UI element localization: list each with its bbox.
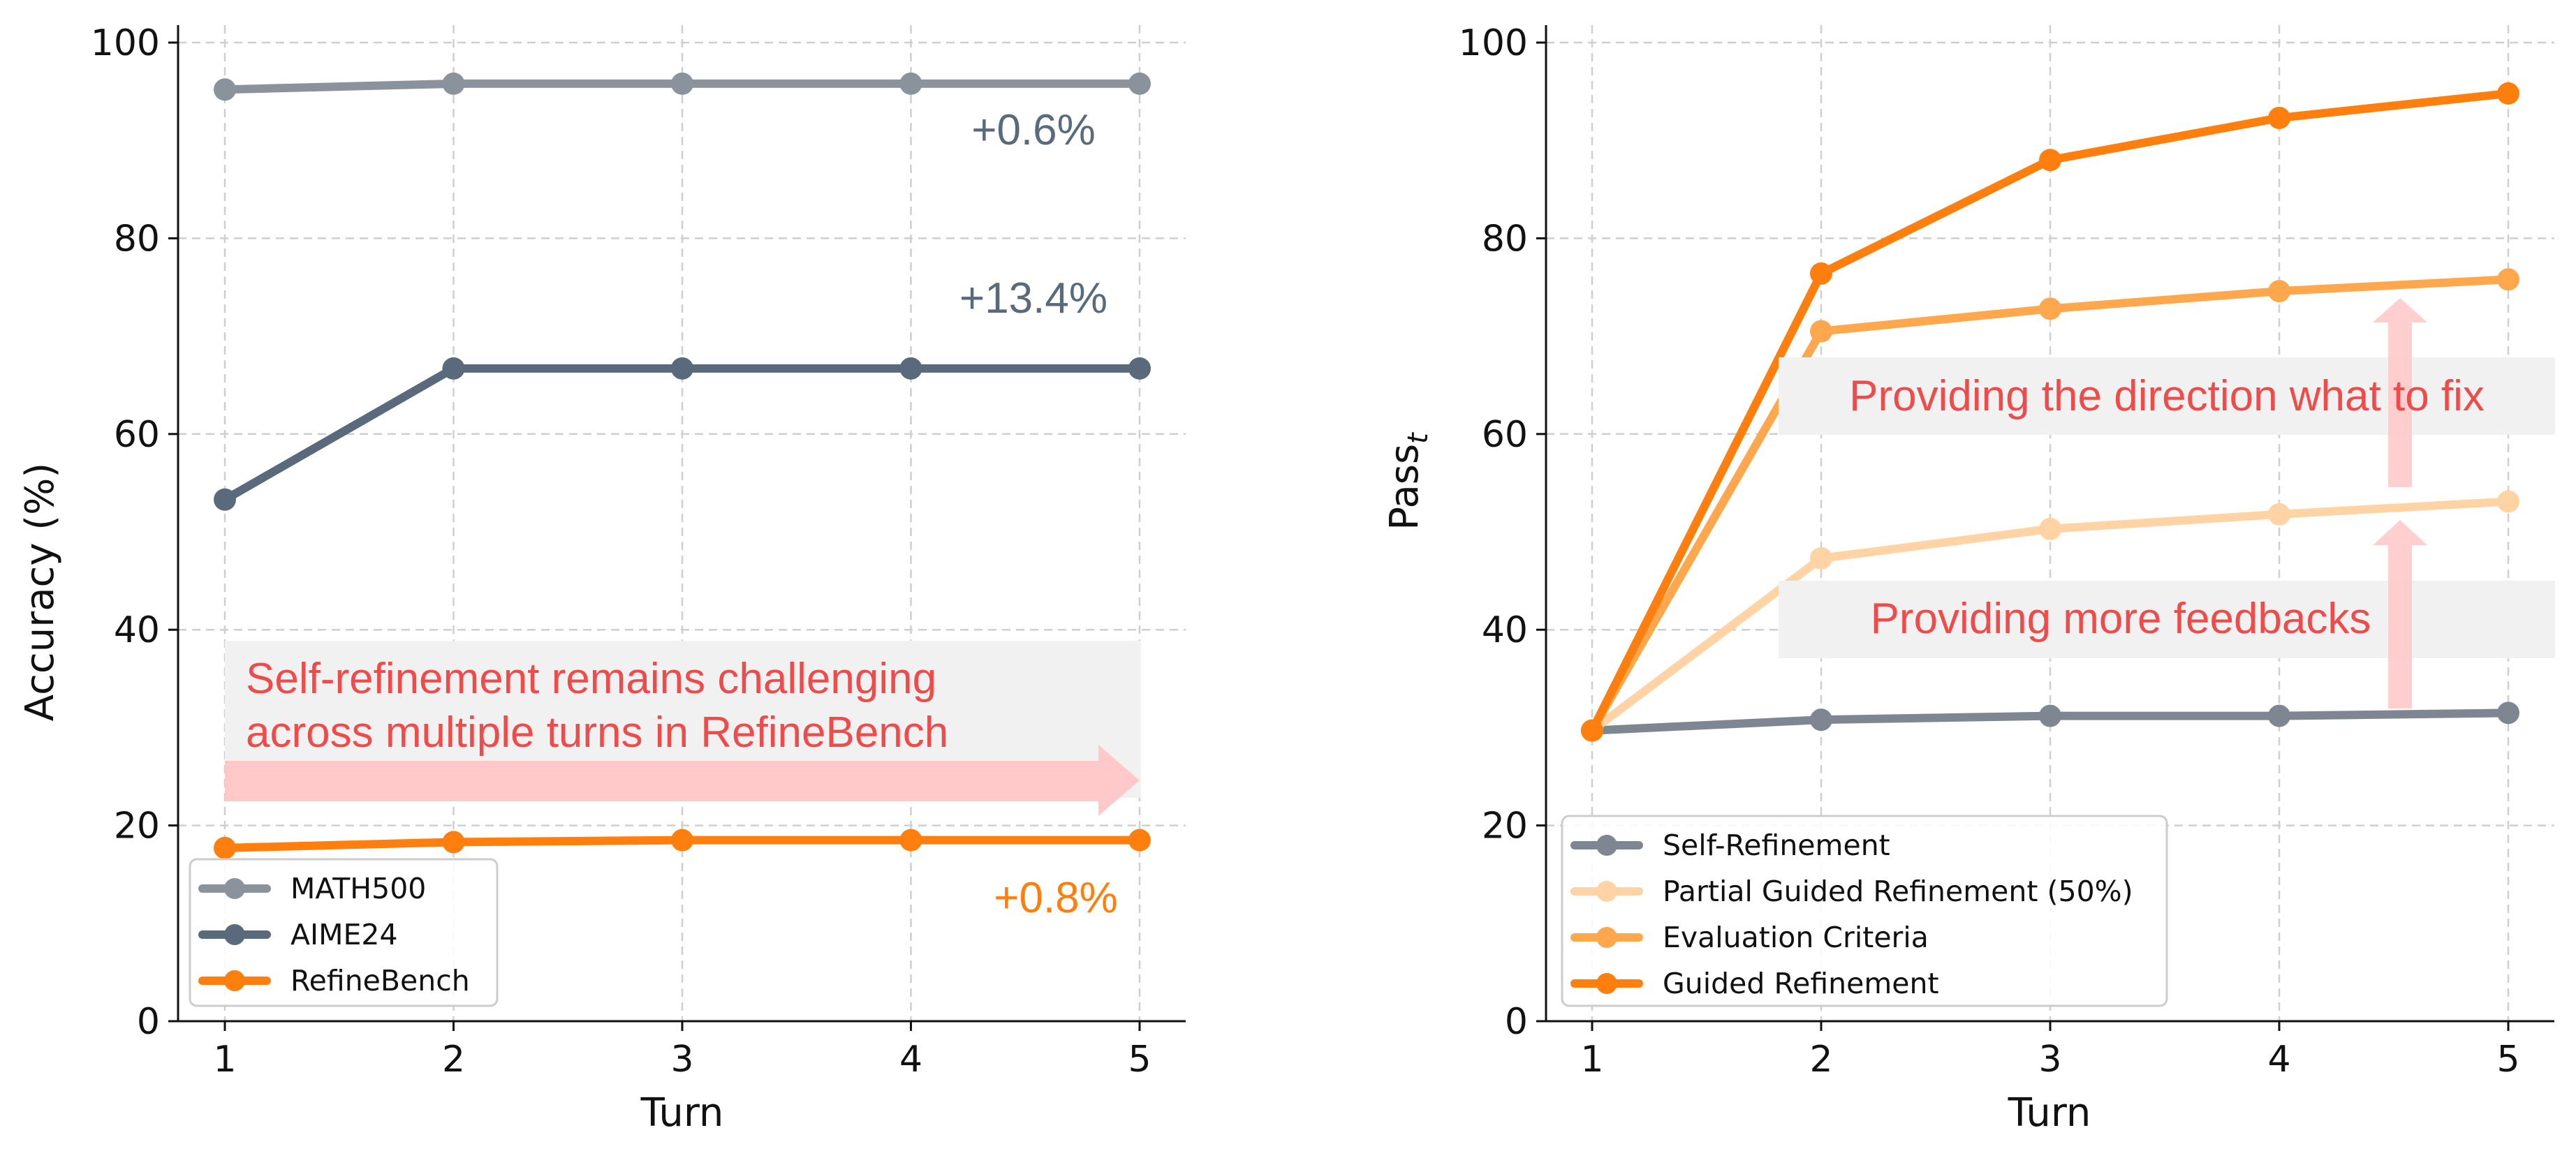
right-axes: 1 2 3 4 5 0 20 40 60 80 100 (1459, 22, 2554, 1081)
right-chart: 1 2 3 4 5 0 20 40 60 80 100 Providing the directio… (1382, 22, 2555, 1136)
left-annot-refinebench-gain: +0.8% (994, 874, 1118, 922)
right-legend-marker-guided-refinement (1596, 973, 1617, 994)
left-x-tick-label-1: 1 (213, 1039, 236, 1081)
right-legend: Self-Refinement Partial Guided Refinement… (1561, 815, 2168, 1007)
right-point-evaluation-criteria-2 (1810, 320, 1832, 343)
left-annotation-arrow (225, 745, 1140, 816)
right-y-axis-label-main: Pass (1382, 444, 1427, 530)
right-point-guided-refinement-1 (1581, 719, 1603, 742)
right-series-group (1581, 82, 2519, 742)
left-legend-label-math500: MATH500 (290, 872, 426, 905)
right-point-self-refinement-3 (2039, 704, 2061, 727)
left-x-tick-label-5: 5 (1128, 1039, 1151, 1081)
right-point-evaluation-criteria-4 (2268, 280, 2290, 303)
right-annot-direction-box (1779, 357, 2555, 435)
right-x-tick-label-2: 2 (1809, 1039, 1832, 1081)
right-legend-label-partial-guided-refinement-50: Partial Guided Refinement (50%) (1663, 875, 2133, 908)
right-point-evaluation-criteria-3 (2039, 297, 2061, 320)
left-point-refinebench-4 (899, 829, 922, 852)
left-point-aime24-3 (671, 357, 693, 380)
right-x-tick-label-4: 4 (2267, 1039, 2290, 1081)
right-arrow-lower (2373, 520, 2427, 708)
left-legend-label-aime24: AIME24 (290, 918, 398, 951)
right-x-axis-label: Turn (2008, 1090, 2091, 1136)
left-y-tick-label-100: 100 (91, 22, 160, 64)
left-legend-marker-math500 (224, 878, 245, 899)
left-point-math500-3 (671, 72, 693, 95)
right-annot-feedback-text: Providing more feedbacks (1871, 595, 2371, 643)
right-point-guided-refinement-5 (2497, 82, 2519, 105)
left-legend-frame (189, 858, 499, 1007)
right-legend-label-self-refinement: Self-Refinement (1663, 829, 1890, 862)
right-y-axis-label-subscript: t (1402, 432, 1434, 444)
left-point-aime24-1 (214, 488, 236, 511)
right-point-partial-guided-refinement-50-4 (2268, 503, 2290, 526)
left-legend: MATH500 AIME24 RefineBench (189, 858, 499, 1007)
left-legend-marker-aime24 (224, 924, 245, 945)
left-x-axis-label: Turn (640, 1090, 724, 1136)
left-y-tick-label-0: 0 (137, 1001, 160, 1043)
right-legend-marker-evaluation-criteria (1596, 927, 1617, 948)
right-x-tick-label-3: 3 (2038, 1039, 2061, 1081)
right-y-tick-label-0: 0 (1505, 1001, 1528, 1043)
left-point-refinebench-2 (442, 831, 465, 854)
left-series-group (214, 72, 1151, 859)
left-point-refinebench-3 (671, 829, 693, 852)
left-point-math500-4 (899, 72, 922, 95)
right-point-partial-guided-refinement-50-3 (2039, 517, 2061, 540)
left-point-aime24-4 (899, 357, 922, 380)
right-point-self-refinement-2 (1810, 708, 1832, 732)
left-legend-label-refinebench: RefineBench (290, 964, 470, 997)
left-y-tick-label-20: 20 (114, 806, 160, 847)
left-annot-challenge-line1: Self-refinement remains challenging (246, 655, 936, 703)
left-point-math500-5 (1128, 72, 1151, 95)
left-x-tick-label-3: 3 (670, 1039, 693, 1081)
right-legend-marker-self-refinement (1596, 835, 1617, 856)
right-y-tick-label-80: 80 (1482, 218, 1528, 260)
right-x-tick-label-5: 5 (2496, 1039, 2519, 1081)
left-x-tick-label-4: 4 (899, 1039, 922, 1081)
left-annot-challenge-line2: across multiple turns in RefineBench (246, 708, 948, 757)
right-legend-marker-partial-guided-refinement-50 (1596, 881, 1617, 902)
right-point-guided-refinement-3 (2039, 149, 2061, 172)
left-annot-math500-gain: +0.6% (971, 106, 1096, 154)
left-point-refinebench-1 (214, 836, 236, 859)
left-y-tick-label-40: 40 (114, 609, 160, 651)
left-chart: 1 2 3 4 5 0 20 40 60 80 100 +0.6% +13.4% +0.8% Sel… (17, 22, 1186, 1136)
right-y-tick-label-60: 60 (1482, 414, 1528, 456)
right-x-tick-label-1: 1 (1580, 1039, 1603, 1081)
left-legend-marker-refinebench (224, 970, 245, 991)
right-point-self-refinement-5 (2497, 702, 2519, 725)
left-y-tick-label-80: 80 (114, 218, 160, 260)
right-point-evaluation-criteria-5 (2497, 268, 2519, 291)
right-y-tick-label-40: 40 (1482, 609, 1528, 651)
right-point-partial-guided-refinement-50-2 (1810, 547, 1832, 570)
right-annot-direction-text: Providing the direction what to fix (1849, 372, 2485, 420)
left-point-aime24-5 (1128, 357, 1151, 380)
right-point-self-refinement-4 (2268, 704, 2290, 727)
right-annot-feedback-box (1779, 581, 2555, 658)
right-legend-label-guided-refinement: Guided Refinement (1663, 967, 1939, 1000)
left-point-aime24-2 (442, 357, 465, 380)
left-axes: 1 2 3 4 5 0 20 40 60 80 100 (91, 22, 1186, 1081)
right-y-axis-label: Passt (1382, 432, 1434, 530)
right-legend-frame (1561, 815, 2168, 1007)
right-point-partial-guided-refinement-50-5 (2497, 490, 2519, 513)
right-arrow-upper (2373, 298, 2427, 487)
left-y-axis-label: Accuracy (%) (17, 463, 63, 721)
right-point-guided-refinement-4 (2268, 106, 2290, 129)
right-point-guided-refinement-2 (1810, 262, 1832, 285)
left-point-math500-2 (442, 72, 465, 95)
right-legend-label-evaluation-criteria: Evaluation Criteria (1663, 921, 1929, 954)
right-y-tick-label-20: 20 (1482, 806, 1528, 847)
left-point-refinebench-5 (1128, 829, 1151, 852)
right-y-tick-label-100: 100 (1459, 22, 1528, 64)
left-point-math500-1 (214, 78, 236, 101)
left-y-tick-label-60: 60 (114, 414, 160, 456)
left-x-tick-label-2: 2 (442, 1039, 465, 1081)
left-annot-aime24-gain: +13.4% (959, 274, 1107, 322)
